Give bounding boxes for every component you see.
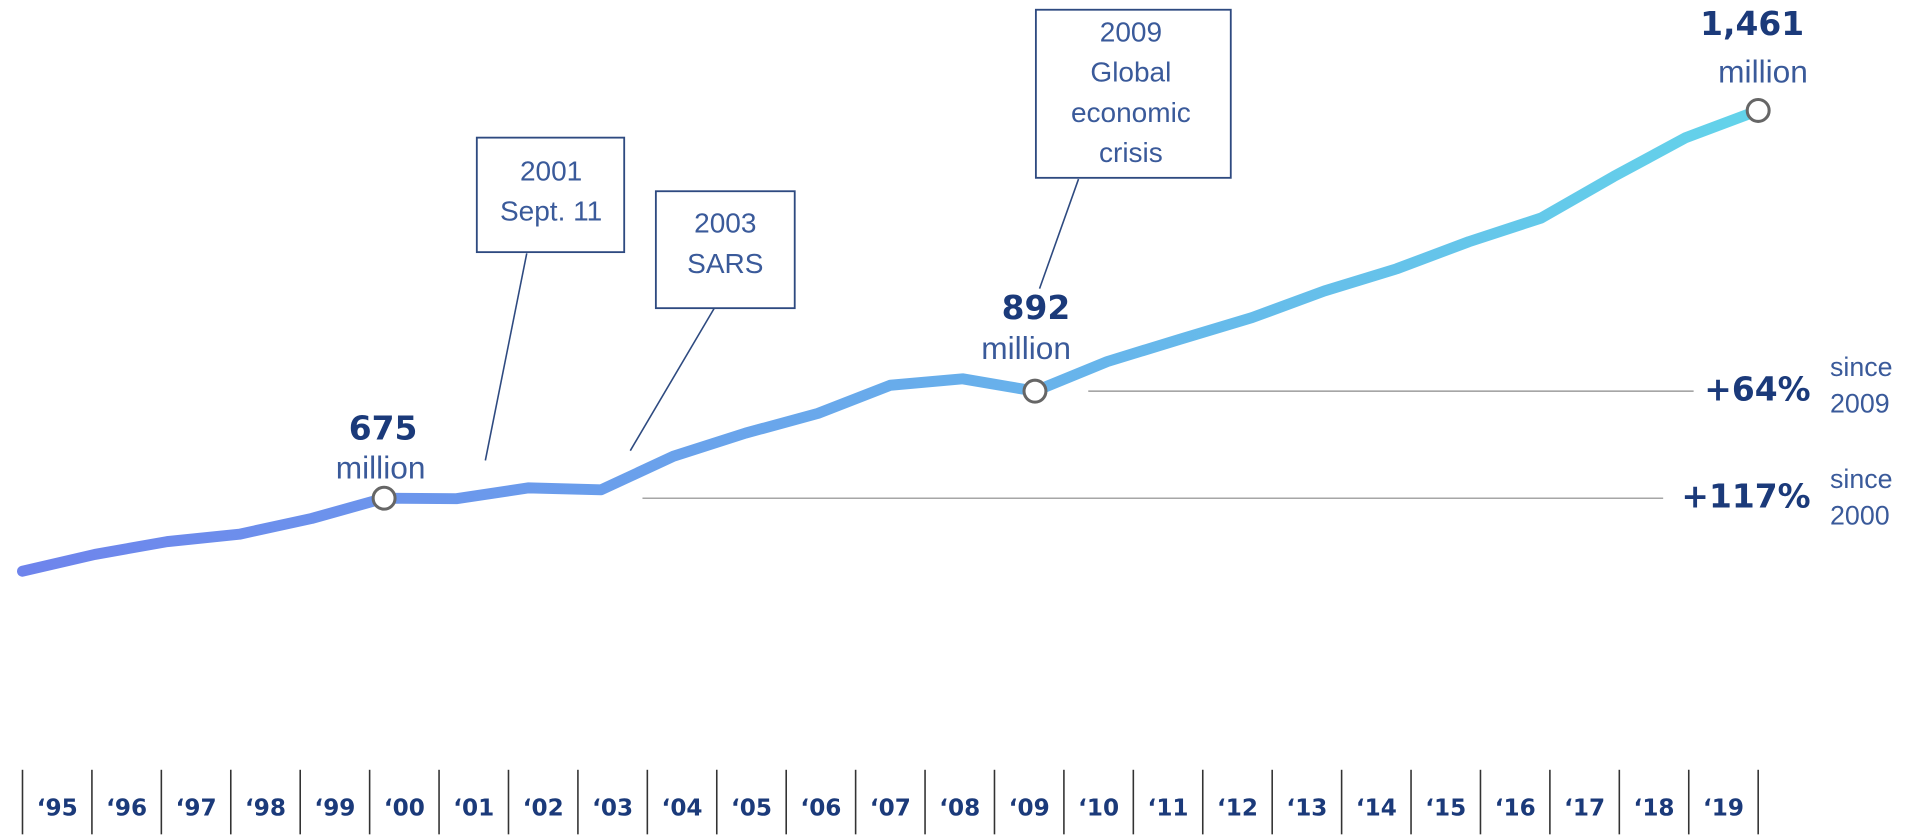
highlight-point (1745, 97, 1771, 123)
growth-label: +117% (1681, 477, 1810, 516)
event-label: 2009 (1100, 17, 1162, 48)
event-label: SARS (687, 248, 763, 279)
x-tick-label: ‘08 (939, 795, 980, 821)
x-tick-label: ‘07 (870, 795, 911, 821)
x-tick-label: ‘00 (384, 795, 425, 821)
event-label: Global (1090, 57, 1171, 88)
x-tick-label: ‘19 (1703, 795, 1744, 821)
x-tick-label: ‘14 (1356, 795, 1397, 821)
growth-note: 2009 (1830, 389, 1890, 419)
x-tick-label: ‘98 (245, 795, 286, 821)
x-tick-label: ‘06 (800, 795, 841, 821)
x-tick-label: ‘10 (1078, 795, 1119, 821)
value-label: 675 (349, 408, 418, 447)
growth-note: 2000 (1830, 501, 1890, 531)
x-tick-label: ‘02 (523, 795, 564, 821)
x-tick-label: ‘95 (37, 795, 78, 821)
growth-note: since (1830, 352, 1893, 382)
x-tick-label: ‘97 (176, 795, 217, 821)
x-tick-label: ‘96 (106, 795, 147, 821)
event-label: Sept. 11 (500, 196, 602, 227)
growth-label: +64% (1704, 369, 1810, 408)
x-tick-label: ‘04 (662, 795, 703, 821)
data-line (17, 104, 1764, 577)
highlight-point (1022, 378, 1048, 404)
leader-line (629, 307, 716, 452)
x-tick-label: ‘11 (1148, 795, 1189, 821)
value-label: 892 (1002, 288, 1071, 327)
x-tick-label: ‘13 (1286, 795, 1327, 821)
x-tick-label: ‘03 (592, 795, 633, 821)
x-tick-label: ‘09 (1009, 795, 1050, 821)
x-tick-label: ‘05 (731, 795, 772, 821)
x-tick-label: ‘12 (1217, 795, 1258, 821)
growth-note: since (1830, 464, 1893, 494)
x-tick-label: ‘01 (453, 795, 494, 821)
x-tick-label: ‘15 (1425, 795, 1466, 821)
unit-label: million (336, 450, 426, 486)
highlight-point (371, 485, 397, 511)
event-box (654, 190, 796, 310)
unit-label: million (981, 330, 1071, 366)
leader-line (484, 253, 528, 461)
leader-line (1038, 178, 1080, 289)
unit-label: million (1718, 54, 1808, 90)
event-label: 2003 (694, 208, 756, 239)
x-tick-label: ‘16 (1495, 795, 1536, 821)
event-box (475, 136, 626, 254)
event-label: 2001 (520, 155, 582, 186)
event-box (1034, 8, 1232, 179)
x-tick-label: ‘17 (1564, 795, 1605, 821)
x-tick-label: ‘99 (314, 795, 355, 821)
event-label: crisis (1099, 137, 1163, 168)
event-label: economic (1071, 97, 1191, 128)
x-tick-label: ‘18 (1634, 795, 1675, 821)
value-label: 1,461 (1700, 4, 1804, 43)
